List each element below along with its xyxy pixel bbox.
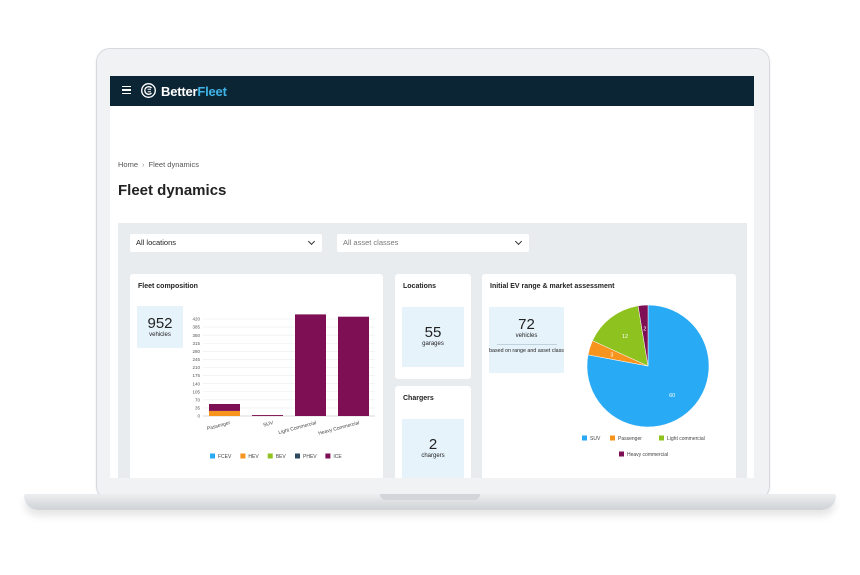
ev-vehicles-value: 72 bbox=[518, 316, 535, 333]
ev-assessment-pie-chart: 60 3 12 2 SUV Passenger Light commercial Heavy … bbox=[582, 304, 710, 458]
ev-vehicles-label: vehicles bbox=[515, 333, 538, 339]
chargers-value: 2 bbox=[428, 436, 438, 453]
top-navbar: BetterFleet bbox=[110, 76, 754, 106]
y-tick-label: 280 bbox=[192, 349, 200, 354]
fleet-composition-title: Fleet composition bbox=[138, 283, 198, 290]
pie-data-label: 3 bbox=[610, 353, 613, 359]
legend-label-light-commercial: Light commercial bbox=[667, 436, 705, 442]
ev-assessment-title: Initial EV range & market assessment bbox=[490, 283, 615, 290]
ev-vehicles-kpi: 72 vehicles based on range and asset cla… bbox=[489, 307, 564, 373]
bar-segment-hev-passenger bbox=[209, 410, 240, 416]
legend-swatch-passenger bbox=[610, 435, 615, 441]
x-tick-label: Heavy Commercial bbox=[318, 420, 360, 437]
y-tick-label: 315 bbox=[192, 341, 200, 346]
legend-swatch-bev bbox=[267, 453, 273, 459]
legend-swatch-light-commercial bbox=[659, 435, 664, 441]
legend-swatch-hev bbox=[240, 453, 246, 459]
betterfleet-logo-icon bbox=[141, 83, 156, 98]
chevron-down-icon bbox=[514, 237, 523, 246]
y-tick-label: 350 bbox=[192, 333, 200, 338]
chargers-kpi: 2 chargers bbox=[402, 419, 464, 478]
chargers-title: Chargers bbox=[403, 395, 434, 402]
location-filter-select[interactable]: All locations bbox=[130, 234, 322, 252]
page-title: Fleet dynamics bbox=[118, 182, 227, 199]
locations-label: garages bbox=[422, 341, 444, 347]
app-screen: BetterFleet Home › Fleet dynamics Fleet dy… bbox=[110, 76, 754, 478]
brand-name-part2: Fleet bbox=[197, 84, 227, 99]
chargers-card: Chargers 2 chargers bbox=[395, 386, 471, 478]
laptop-base bbox=[24, 494, 836, 510]
chevron-down-icon bbox=[307, 237, 316, 246]
pie-slice-light-commercial bbox=[592, 305, 649, 367]
legend-label-phev: PHEV bbox=[303, 454, 317, 460]
breadcrumb-current: Fleet dynamics bbox=[148, 160, 199, 169]
laptop-notch bbox=[380, 494, 480, 500]
y-tick-label: 210 bbox=[192, 365, 200, 370]
y-tick-label: 35 bbox=[195, 406, 201, 411]
pie-data-label: 12 bbox=[622, 334, 628, 340]
total-vehicles-kpi: 952 vehicles bbox=[137, 306, 183, 348]
fleet-composition-card: Fleet composition 952 vehicles 0 35 70 105 1… bbox=[130, 274, 383, 478]
ev-assessment-card: Initial EV range & market assessment 72 … bbox=[482, 274, 736, 478]
y-tick-label: 105 bbox=[192, 389, 200, 394]
total-vehicles-value: 952 bbox=[147, 315, 173, 332]
locations-kpi: 55 garages bbox=[402, 307, 464, 367]
breadcrumb-separator: › bbox=[142, 160, 145, 169]
breadcrumb: Home › Fleet dynamics bbox=[118, 160, 199, 169]
chargers-label: chargers bbox=[421, 453, 445, 459]
total-vehicles-label: vehicles bbox=[149, 332, 171, 338]
legend-swatch-heavy-commercial bbox=[619, 451, 624, 457]
x-tick-label: Light Commercial bbox=[278, 420, 317, 436]
asset-class-filter-placeholder: All asset classes bbox=[343, 238, 399, 247]
locations-card: Locations 55 garages bbox=[395, 274, 471, 379]
legend-swatch-suv bbox=[582, 435, 587, 441]
bar-segment-ice-light-commercial bbox=[295, 314, 326, 416]
legend-label-suv: SUV bbox=[590, 436, 601, 442]
asset-class-filter-select[interactable]: All asset classes bbox=[337, 234, 529, 252]
kpi-divider bbox=[496, 344, 557, 345]
legend-swatch-fcev bbox=[210, 453, 215, 459]
legend-swatch-phev bbox=[295, 453, 300, 459]
y-tick-label: 385 bbox=[192, 325, 200, 330]
bar-segment-ice-passenger bbox=[209, 403, 240, 411]
legend-label-fcev: FCEV bbox=[218, 454, 232, 460]
locations-title: Locations bbox=[403, 283, 437, 290]
bar-segment-ice-heavy-commercial bbox=[338, 316, 369, 416]
y-tick-label: 420 bbox=[192, 317, 200, 322]
y-tick-label: 0 bbox=[197, 414, 200, 419]
breadcrumb-home-link[interactable]: Home bbox=[118, 160, 139, 169]
pie-slice-heavy-commercial bbox=[637, 304, 649, 367]
locations-value: 55 bbox=[424, 324, 442, 341]
legend-label-passenger: Passenger bbox=[618, 436, 642, 442]
fleet-composition-bar-chart: 0 35 70 105 140 175 210 245 280 315 350 385 420 Passe… bbox=[192, 314, 375, 460]
brand-logo[interactable]: BetterFleet bbox=[161, 84, 227, 99]
dashboard-area: All locations All asset classes Fleet co… bbox=[118, 223, 747, 478]
pie-data-label: 2 bbox=[643, 326, 646, 332]
location-filter-value: All locations bbox=[136, 238, 177, 247]
legend-label-heavy-commercial: Heavy commercial bbox=[627, 452, 668, 458]
hamburger-menu-icon[interactable] bbox=[122, 86, 131, 94]
ev-vehicles-note: based on range and asset class bbox=[489, 347, 564, 354]
legend-label-ice: ICE bbox=[333, 454, 342, 460]
pie-data-label: 60 bbox=[669, 393, 675, 399]
legend-label-hev: HEV bbox=[248, 454, 259, 460]
y-tick-label: 70 bbox=[195, 397, 201, 402]
legend-label-bev: BEV bbox=[276, 454, 287, 460]
bar-segment-ice-suv bbox=[252, 415, 283, 416]
x-tick-label: Passenger bbox=[206, 420, 231, 432]
y-tick-label: 140 bbox=[192, 381, 200, 386]
y-tick-label: 245 bbox=[192, 357, 200, 362]
brand-name-part1: Better bbox=[161, 84, 198, 99]
legend-swatch-ice bbox=[325, 453, 331, 459]
x-tick-label: SUV bbox=[263, 420, 275, 429]
y-tick-label: 175 bbox=[192, 373, 200, 378]
